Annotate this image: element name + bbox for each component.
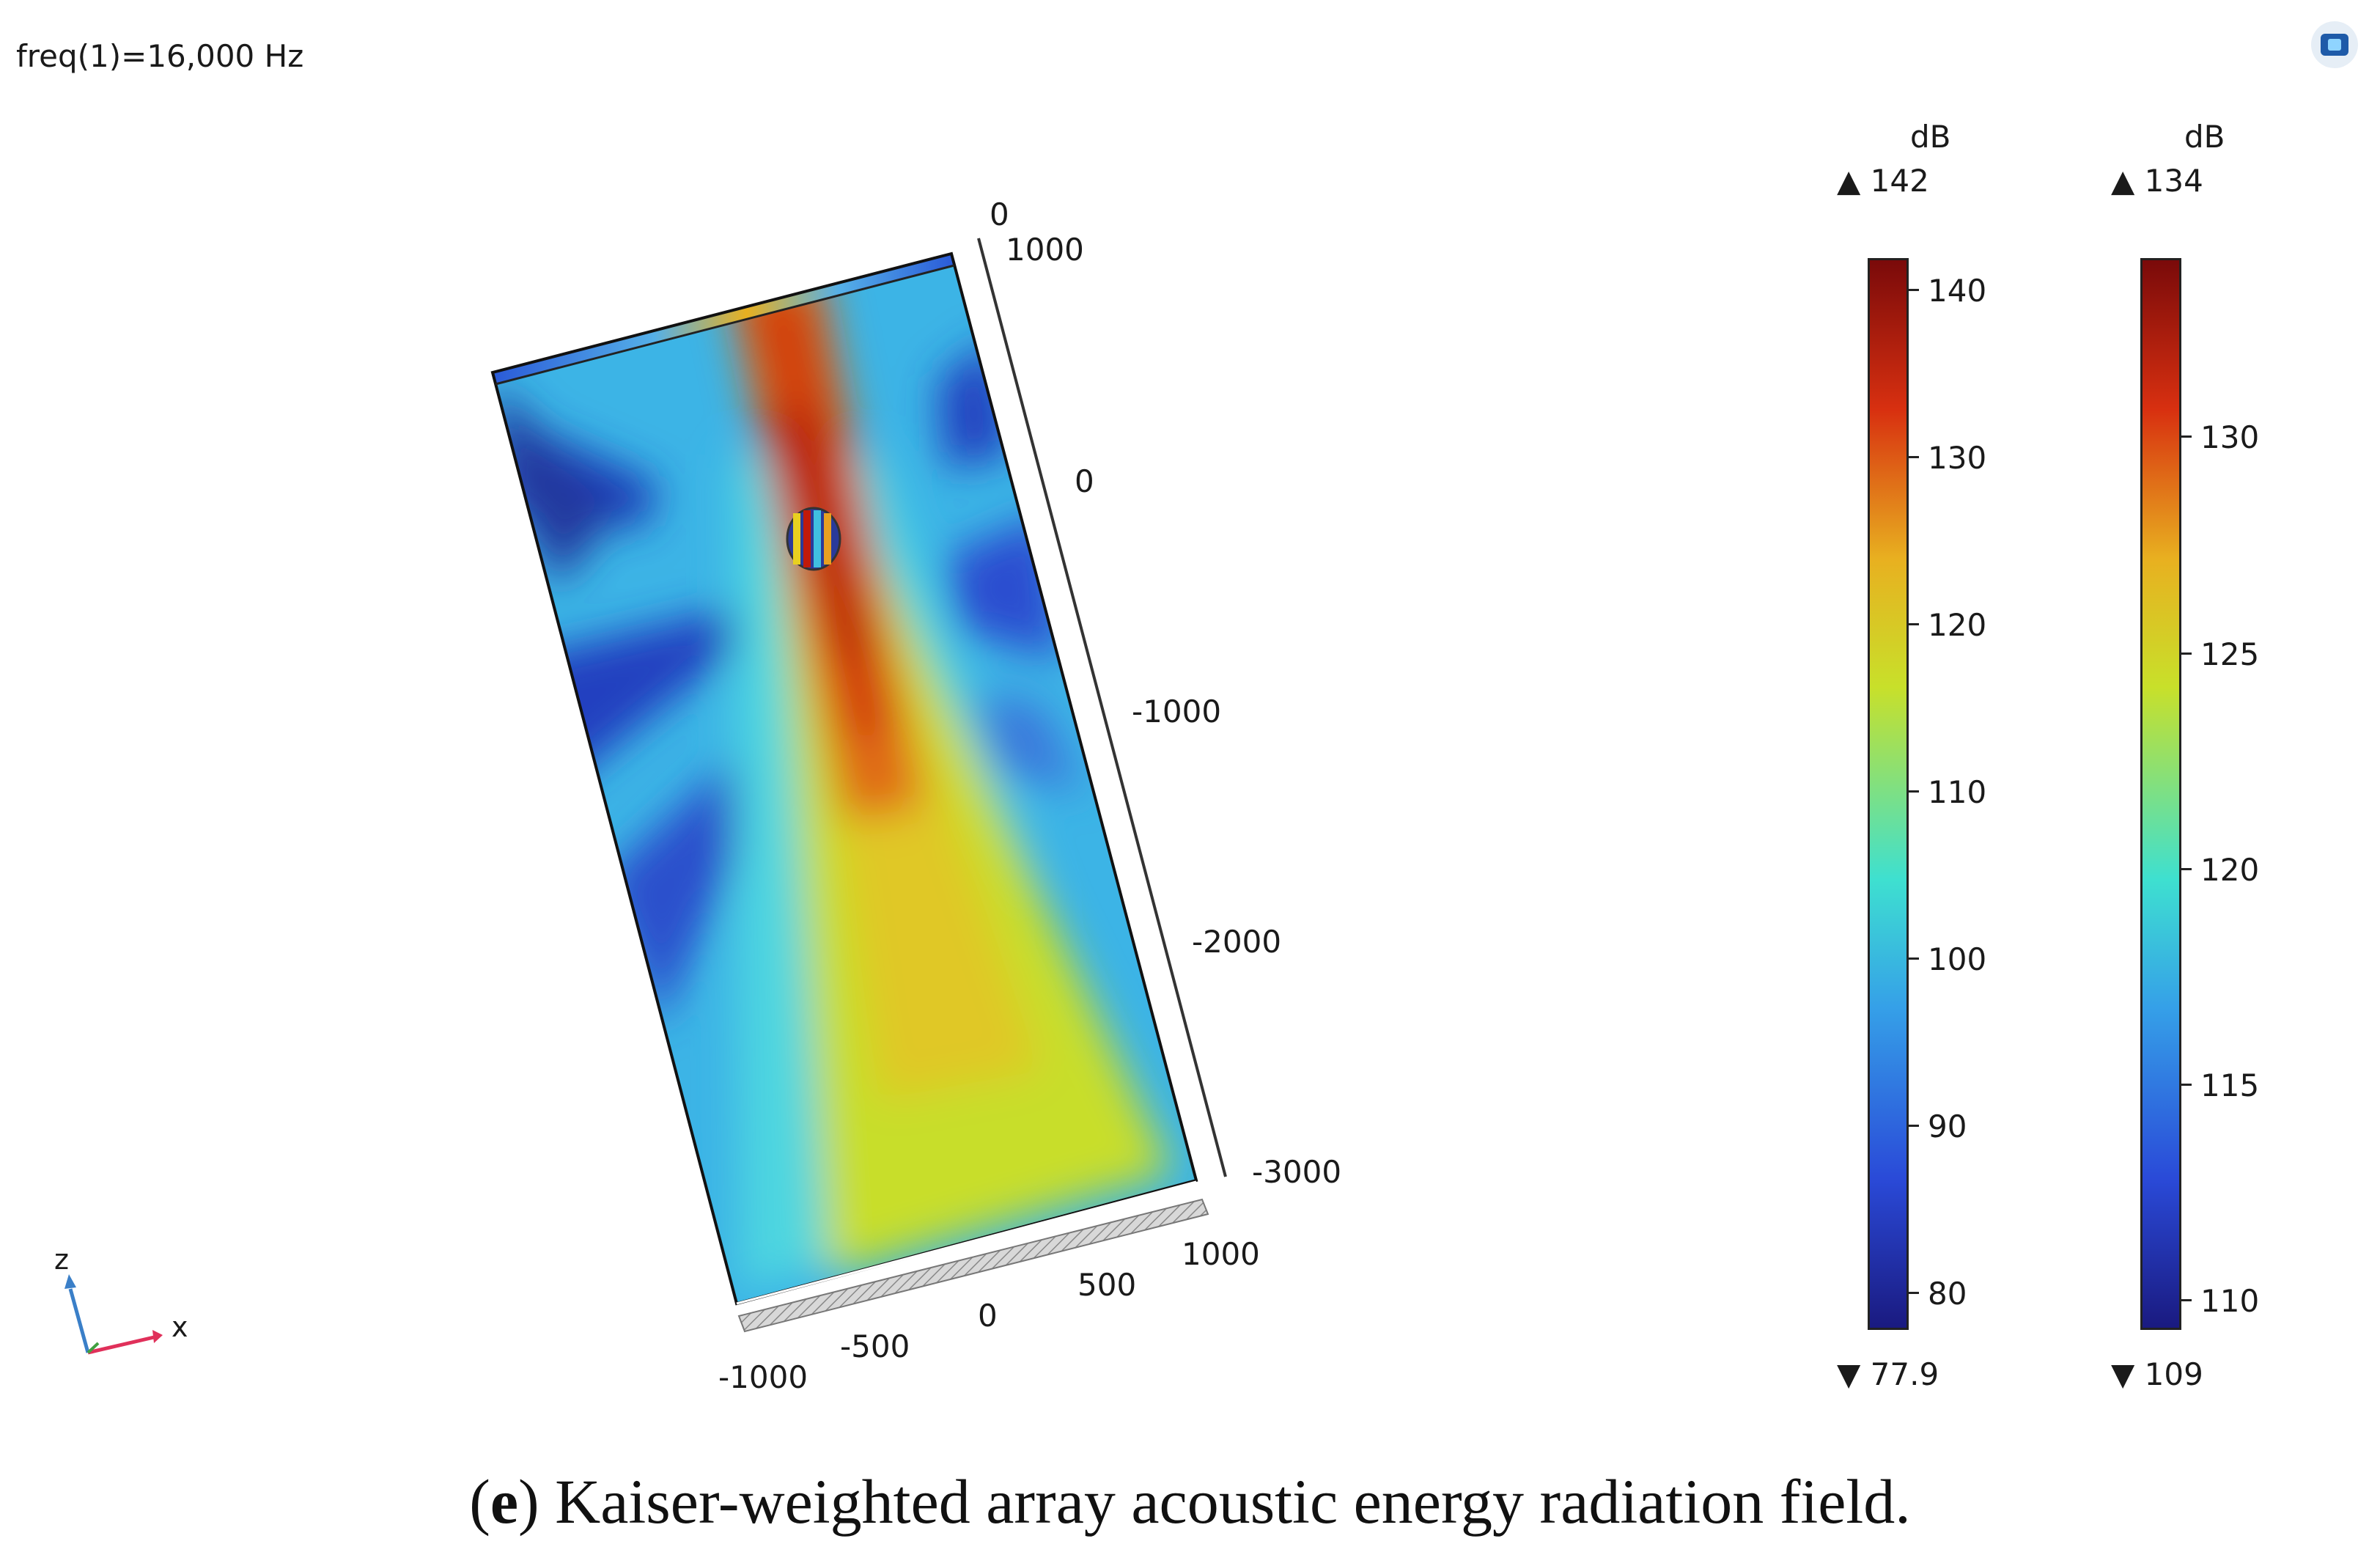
caption-text: ) Kaiser-weighted array acoustic energy … [518, 1466, 1911, 1537]
axis-tick: 500 [1077, 1267, 1137, 1303]
source-array-disc [786, 507, 841, 571]
axis-tick: 0 [990, 196, 1009, 232]
colorbar-1-unit: dB [1910, 119, 1951, 155]
figure-caption: (e) Kaiser-weighted array acoustic energ… [469, 1466, 1911, 1537]
colorbar-1-tick: 90 [1928, 1109, 1967, 1144]
colorbar-1-max-value: 142 [1870, 163, 1929, 199]
axis-triad [65, 1274, 163, 1355]
triad-x-label: x [172, 1311, 188, 1343]
colorbar-1-tick: 80 [1928, 1276, 1967, 1312]
colorbar-2-min: ▼ 109 [2111, 1356, 2203, 1392]
frequency-label: freq(1)=16,000 Hz [16, 38, 304, 74]
colorbar-2-unit: dB [2184, 119, 2225, 155]
colorbar-2-min-value: 109 [2144, 1356, 2203, 1392]
colorbar-tickmark [2181, 1084, 2192, 1086]
colorbar-2-tick: 125 [2200, 636, 2260, 672]
colorbar-1-tick: 120 [1928, 607, 1987, 643]
axis-tick: -500 [840, 1328, 910, 1364]
axis-tick: 1000 [1182, 1236, 1260, 1272]
colorbar-2-tick: 130 [2200, 419, 2260, 455]
colorbar-1 [1868, 258, 1909, 1330]
axis-tick: -1000 [1132, 694, 1222, 729]
colorbar-2-tick: 120 [2200, 852, 2260, 888]
colorbar-1-min: ▼ 77.9 [1837, 1356, 1939, 1392]
colorbar-tickmark [2181, 652, 2192, 655]
colorbar-2-tick: 115 [2200, 1067, 2260, 1103]
colorbar-1-tick: 140 [1928, 273, 1987, 309]
axis-tick: 0 [1075, 463, 1094, 499]
colorbar-tickmark [1909, 790, 1919, 793]
colorbar-tickmark [1909, 957, 1919, 960]
colorbar-2 [2140, 258, 2181, 1330]
axis-tick: -3000 [1252, 1154, 1342, 1190]
colorbar-1-max: ▲ 142 [1837, 163, 1929, 199]
colorbar-1-tick: 110 [1928, 774, 1987, 810]
colorbar-tickmark [1909, 289, 1919, 291]
axis-tick: -2000 [1192, 924, 1282, 960]
axis-tick: -1000 [718, 1359, 808, 1395]
colorbar-1-tick: 130 [1928, 440, 1987, 476]
colorbar-tickmark [1909, 1292, 1919, 1294]
colorbar-tickmark [1909, 1125, 1919, 1127]
colorbar-1-tick: 100 [1928, 941, 1987, 977]
colorbar-2-tick: 110 [2200, 1283, 2260, 1319]
colorbar-1-min-value: 77.9 [1870, 1356, 1939, 1392]
axis-tick: 0 [978, 1298, 998, 1334]
caption-letter: e [490, 1466, 518, 1537]
app-logo-icon [2309, 19, 2360, 70]
colorbar-2-max-value: 134 [2144, 163, 2203, 199]
colorbar-tickmark [2181, 868, 2192, 870]
colorbar-tickmark [2181, 435, 2192, 438]
axis-tick: 1000 [1006, 232, 1084, 268]
triad-z-label: z [54, 1243, 69, 1276]
colorbar-2-max: ▲ 134 [2111, 163, 2203, 199]
colorbar-tickmark [2181, 1299, 2192, 1301]
colorbar-tickmark [1909, 456, 1919, 458]
colorbar-tickmark [1909, 623, 1919, 625]
